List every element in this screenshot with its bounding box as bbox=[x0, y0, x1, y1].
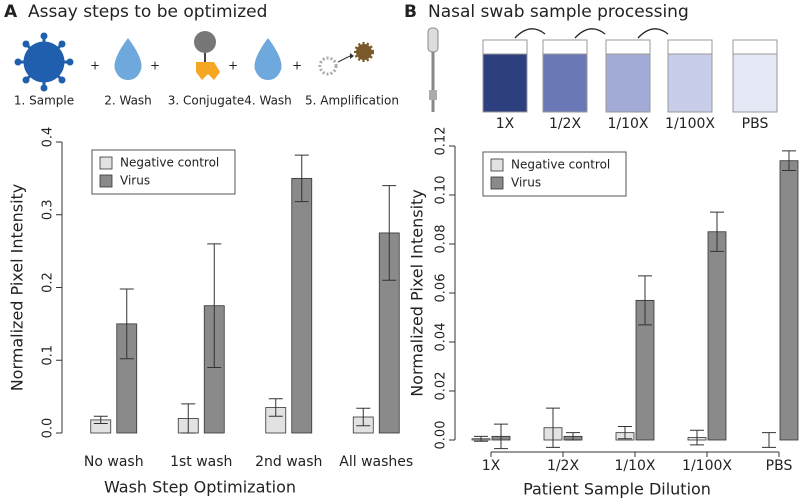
error-bar bbox=[546, 407, 560, 448]
x-tick-label: 1/100X bbox=[682, 458, 732, 474]
error-bar bbox=[356, 407, 371, 427]
legend-label: Virus bbox=[511, 176, 541, 190]
tube-label: 1/100X bbox=[665, 116, 715, 132]
conjugate-icon bbox=[194, 31, 220, 80]
plus: + bbox=[228, 59, 238, 73]
panel-letter: B bbox=[404, 2, 417, 22]
panel-title: Nasal swab sample processing bbox=[428, 2, 689, 22]
x-tick-label: 1X bbox=[482, 458, 501, 474]
y-tick-label: 0.3 bbox=[41, 199, 56, 220]
y-axis-title: Normalized Pixel Intensity bbox=[8, 184, 27, 392]
plus: + bbox=[90, 59, 100, 73]
x-tick-label: 1/10X bbox=[614, 458, 655, 474]
amplification-icon bbox=[318, 42, 374, 76]
error-bar bbox=[119, 288, 134, 360]
y-tick-label: 0.12 bbox=[434, 127, 449, 156]
tube-label: 1/2X bbox=[549, 116, 582, 132]
legend-box bbox=[91, 149, 236, 195]
step-label: 3. Conjugate bbox=[168, 94, 245, 108]
y-tick-label: 0.1 bbox=[41, 345, 56, 366]
step-label: 5. Amplification bbox=[305, 94, 399, 108]
step-label: 1. Sample bbox=[14, 94, 74, 108]
bar bbox=[779, 160, 799, 441]
x-tick-label: 1st wash bbox=[170, 454, 232, 470]
error-bar bbox=[762, 432, 776, 448]
y-axis-title: Normalized Pixel Intensity bbox=[408, 189, 427, 397]
x-axis-title: Wash Step Optimization bbox=[104, 478, 296, 497]
x-tick-label: All washes bbox=[339, 454, 413, 470]
legend-swatch bbox=[490, 176, 504, 190]
error-bar bbox=[494, 423, 508, 450]
panel-letter: A bbox=[4, 2, 18, 22]
y-tick-label: 0.0 bbox=[41, 418, 56, 439]
error-bar bbox=[93, 415, 108, 425]
error-bar bbox=[382, 185, 397, 281]
x-tick-label: 2nd wash bbox=[255, 454, 322, 470]
legend-label: Negative control bbox=[120, 156, 219, 170]
x-axis-title: Patient Sample Dilution bbox=[523, 480, 711, 499]
y-tick-label: 0.00 bbox=[434, 421, 449, 450]
y-tick-label: 0.4 bbox=[41, 127, 56, 148]
virus-icon bbox=[14, 32, 74, 92]
x-tick-label: No wash bbox=[84, 454, 144, 470]
tube-label: 1X bbox=[496, 116, 515, 132]
error-bar bbox=[181, 403, 196, 434]
drop-icon bbox=[114, 38, 142, 80]
y-tick-label: 0.10 bbox=[434, 176, 449, 205]
tube-label: PBS bbox=[742, 116, 769, 132]
legend-swatch bbox=[99, 174, 113, 188]
transfer-arrows bbox=[514, 28, 669, 39]
error-bar bbox=[294, 154, 309, 203]
x-tick-label: PBS bbox=[766, 458, 793, 474]
plus: + bbox=[150, 59, 160, 73]
legend-swatch bbox=[99, 156, 113, 170]
y-tick-label: 0.02 bbox=[434, 372, 449, 401]
error-bar bbox=[638, 275, 652, 326]
bar bbox=[291, 177, 313, 434]
error-bar bbox=[690, 429, 704, 446]
x-tick-label: 1/2X bbox=[547, 458, 580, 474]
drop-icon bbox=[254, 38, 282, 80]
plus: + bbox=[292, 59, 302, 73]
error-bar bbox=[268, 398, 283, 417]
y-tick-label: 0.04 bbox=[434, 323, 449, 352]
error-bar bbox=[618, 426, 632, 440]
tube-label: 1/10X bbox=[607, 116, 648, 132]
legend-box bbox=[482, 151, 627, 197]
error-bar bbox=[474, 435, 488, 442]
error-bar bbox=[207, 243, 222, 369]
y-tick-label: 0.08 bbox=[434, 225, 449, 254]
bar bbox=[707, 231, 727, 441]
legend-label: Virus bbox=[120, 174, 150, 188]
swab-icon bbox=[427, 27, 439, 112]
error-bar bbox=[782, 150, 796, 171]
tubes bbox=[482, 39, 778, 113]
step-label: 4. Wash bbox=[244, 94, 292, 108]
error-bar bbox=[566, 432, 580, 441]
panel-title: Assay steps to be optimized bbox=[28, 2, 267, 22]
legend-swatch bbox=[490, 158, 504, 172]
error-bar bbox=[710, 211, 724, 252]
step-label: 2. Wash bbox=[104, 94, 152, 108]
y-tick-label: 0.2 bbox=[41, 272, 56, 293]
y-tick-label: 0.06 bbox=[434, 274, 449, 303]
legend-label: Negative control bbox=[511, 158, 610, 172]
